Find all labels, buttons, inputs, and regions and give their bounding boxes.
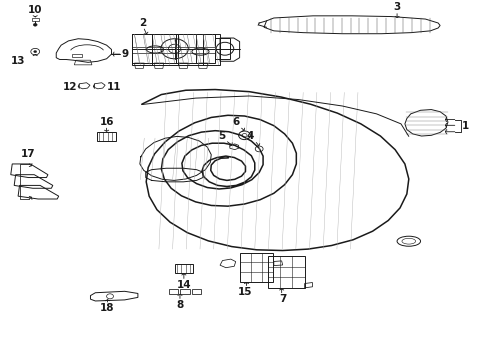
Text: 10: 10 bbox=[28, 5, 42, 15]
Text: 6: 6 bbox=[232, 117, 239, 127]
Text: 13: 13 bbox=[11, 56, 25, 66]
Text: 2: 2 bbox=[139, 18, 146, 28]
Text: 15: 15 bbox=[238, 287, 252, 297]
Text: 14: 14 bbox=[176, 280, 191, 290]
Circle shape bbox=[34, 50, 37, 53]
Text: 8: 8 bbox=[176, 300, 183, 310]
Text: 11: 11 bbox=[106, 82, 121, 93]
Text: 3: 3 bbox=[393, 2, 400, 12]
Text: 12: 12 bbox=[62, 82, 77, 93]
Text: 18: 18 bbox=[99, 303, 114, 314]
Text: 5: 5 bbox=[217, 131, 224, 141]
Text: 1: 1 bbox=[461, 121, 468, 131]
Text: 7: 7 bbox=[278, 294, 286, 304]
Text: 17: 17 bbox=[20, 149, 35, 159]
Text: 4: 4 bbox=[246, 131, 254, 141]
Text: 9: 9 bbox=[122, 49, 129, 59]
Text: 16: 16 bbox=[99, 117, 114, 127]
Circle shape bbox=[33, 23, 37, 26]
